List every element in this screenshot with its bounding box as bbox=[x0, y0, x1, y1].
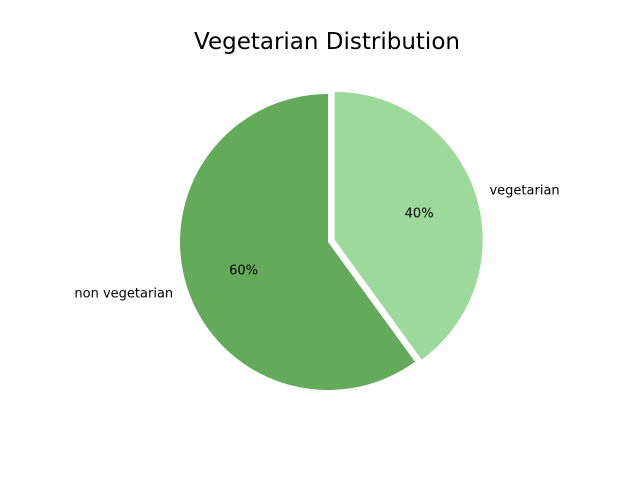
chart-title: Vegetarian Distribution bbox=[194, 29, 460, 55]
pie-category-label-vegetarian: vegetarian bbox=[489, 184, 559, 199]
pie-slice-non-vegetarian bbox=[180, 94, 415, 390]
pie-category-label-non-vegetarian: non vegetarian bbox=[74, 286, 173, 301]
pie-pct-label-vegetarian: 40% bbox=[405, 206, 434, 221]
pie-pct-label-non-vegetarian: 60% bbox=[229, 263, 258, 278]
pie-labels: 40% vegetarian 60% non vegetarian bbox=[74, 184, 559, 302]
pie-slices bbox=[180, 91, 483, 390]
pie-slice-vegetarian bbox=[334, 91, 483, 360]
